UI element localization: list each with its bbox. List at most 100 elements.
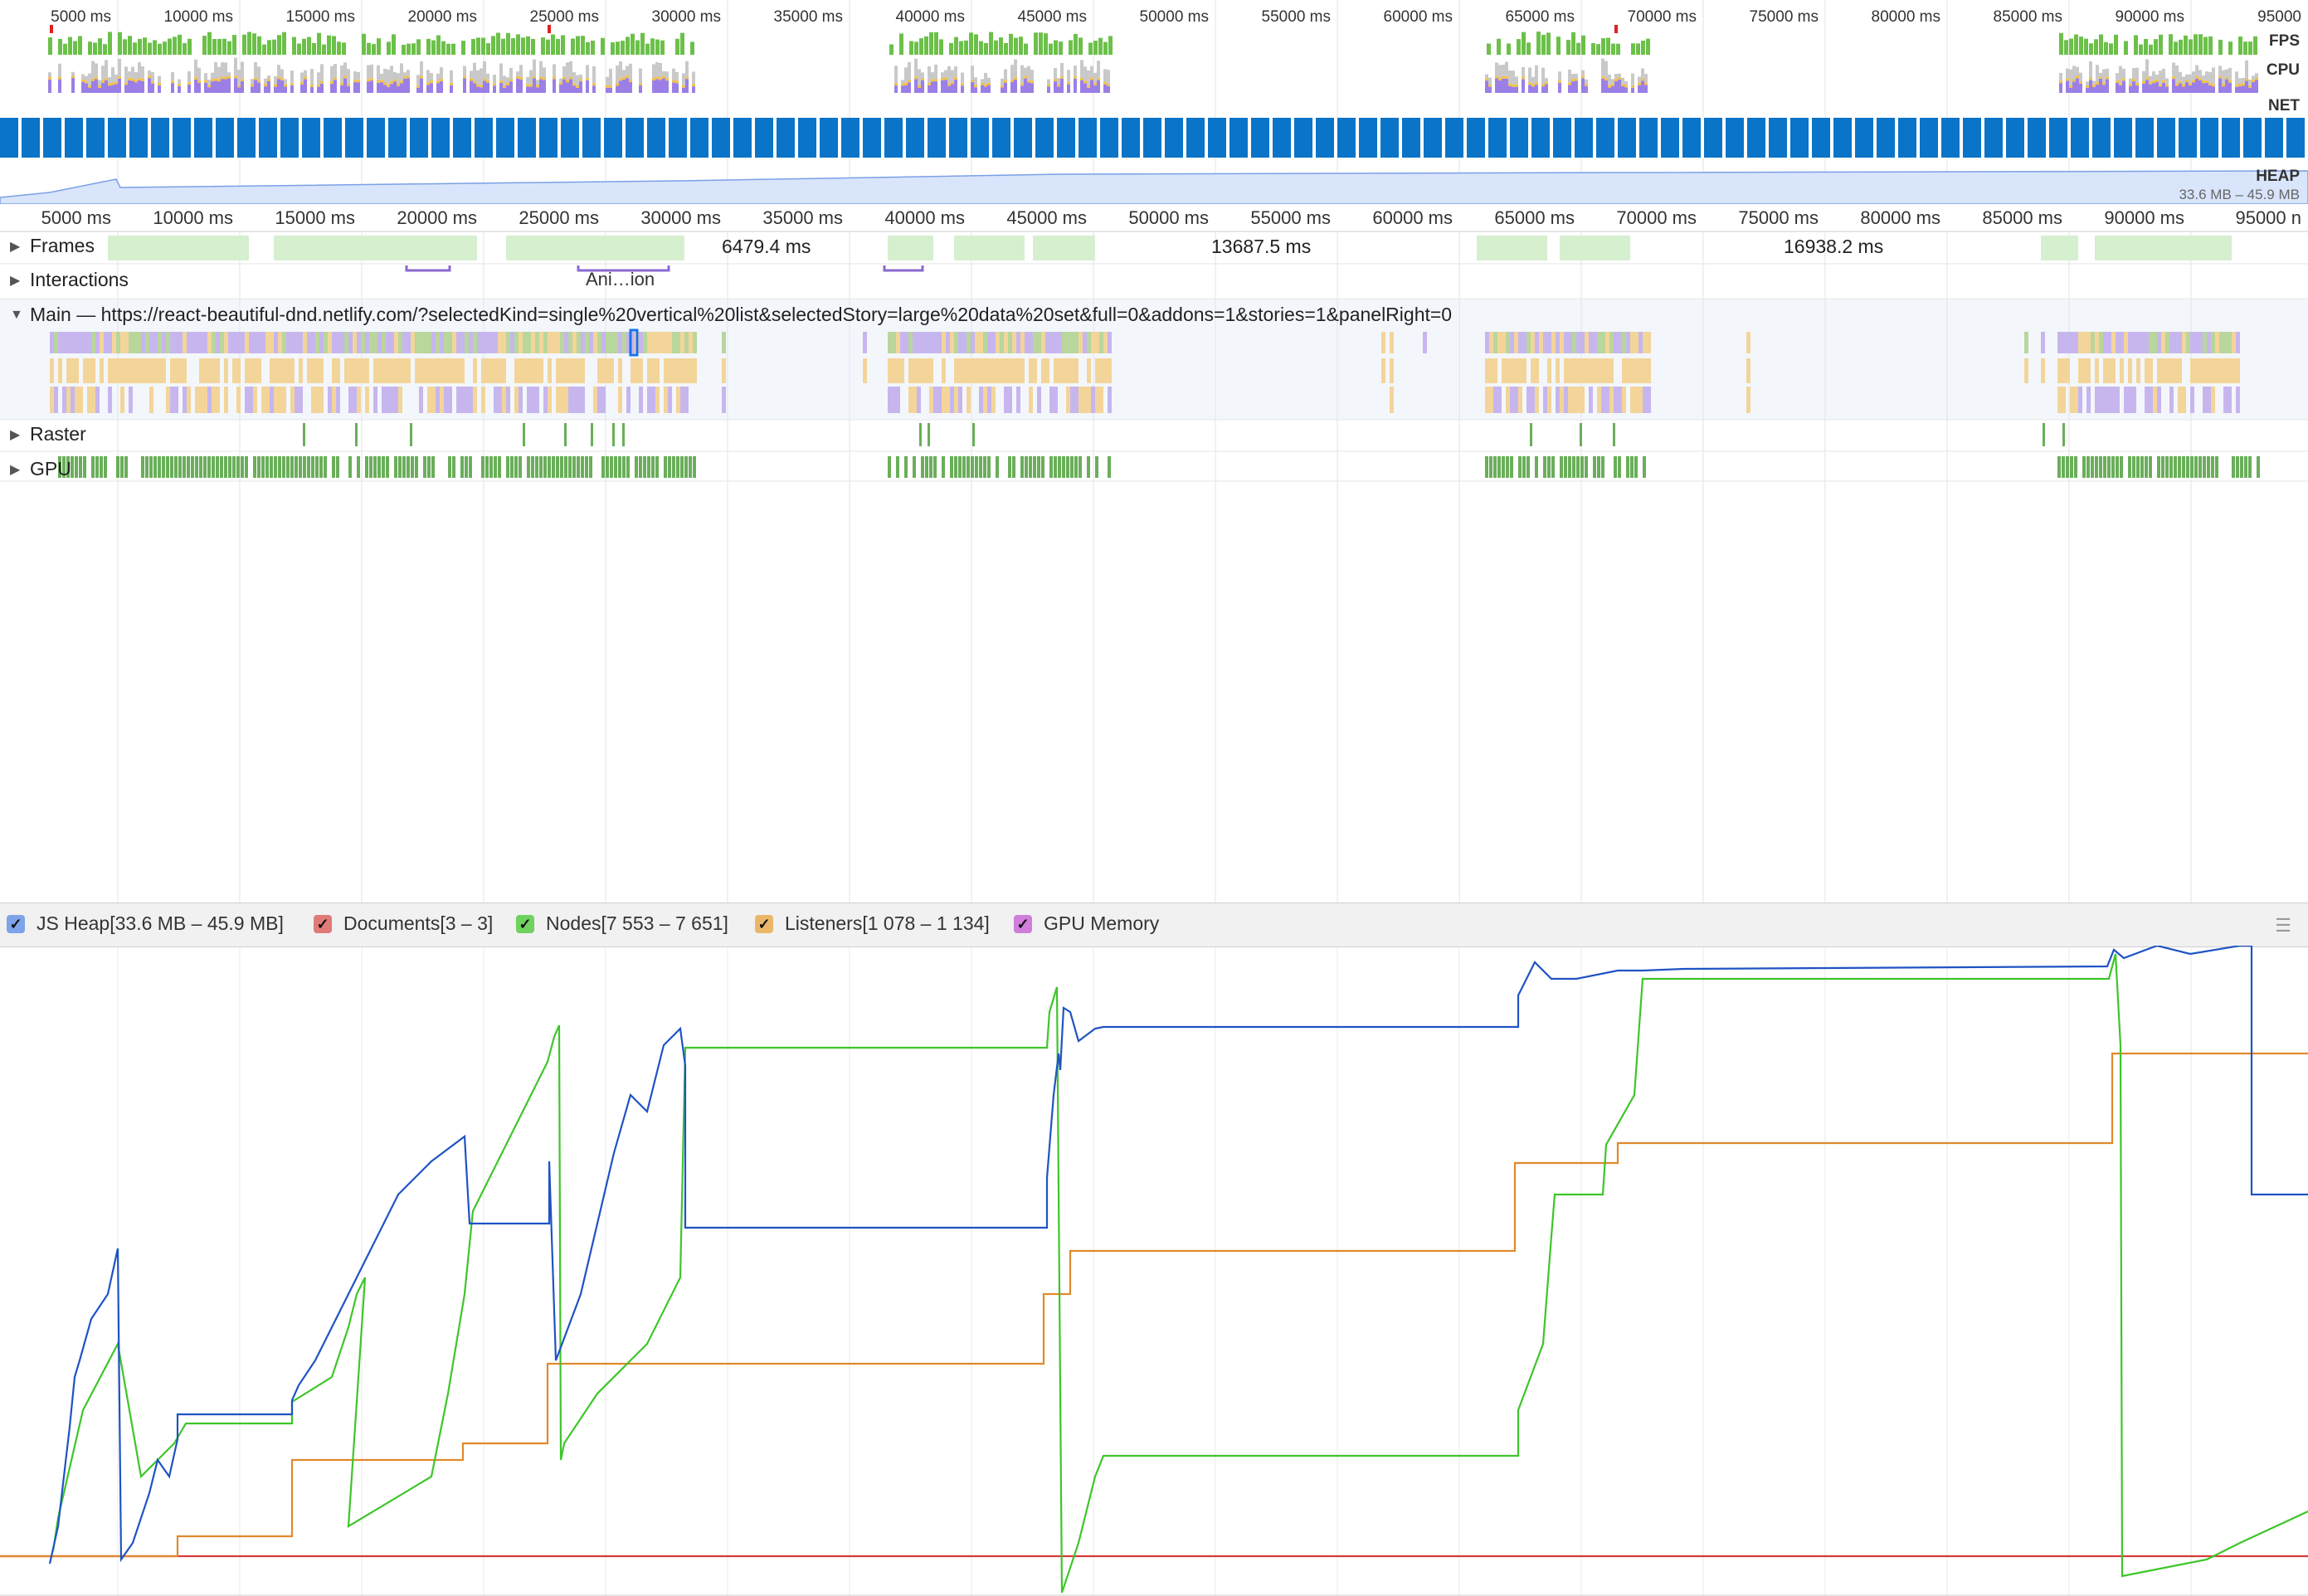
task-block	[1095, 332, 1099, 353]
cpu-render-bar	[934, 79, 937, 82]
task-block	[954, 332, 958, 353]
net-gap	[1118, 118, 1122, 158]
cpu-other-bar	[131, 66, 134, 79]
checkbox-icon[interactable]: ✓	[755, 914, 773, 933]
track-frames[interactable]: ▶ Frames	[10, 235, 95, 257]
cpu-scripting-bar	[2172, 79, 2175, 93]
cpu-render-bar	[108, 83, 111, 86]
cpu-scripting-bar	[2198, 80, 2202, 93]
cpu-other-bar	[2242, 78, 2245, 84]
expand-arrow-icon[interactable]: ▶	[10, 273, 21, 288]
task-block	[1095, 358, 1099, 383]
cpu-render-bar	[2172, 76, 2175, 80]
cpu-other-bar	[1074, 66, 1077, 76]
expand-arrow-icon[interactable]: ▶	[10, 427, 21, 442]
flame-chart-empty-area[interactable]	[0, 488, 2308, 903]
fps-bar	[486, 43, 490, 55]
task-block	[2169, 332, 2174, 353]
cpu-other-bar	[539, 61, 543, 77]
task-block	[183, 358, 187, 383]
checkbox-icon[interactable]: ✓	[516, 914, 534, 933]
task-block	[925, 358, 929, 383]
cpu-scripting-bar	[2202, 83, 2205, 93]
gpu-block	[622, 456, 626, 478]
gpu-block	[307, 456, 310, 478]
task-block	[170, 332, 174, 353]
cpu-render-bar	[941, 77, 944, 80]
track-gpu[interactable]: ▶ GPU	[10, 458, 71, 480]
cpu-scripting-bar	[48, 79, 51, 93]
legend-gpu-memory[interactable]: ✓ GPU Memory	[1014, 912, 1159, 935]
net-gap	[2046, 118, 2049, 158]
cpu-other-bar	[1541, 67, 1545, 85]
counters-graph[interactable]	[0, 946, 2308, 1596]
task-block	[1609, 332, 1614, 353]
cpu-scripting-bar	[1060, 78, 1064, 93]
cpu-scripting-bar	[124, 85, 128, 93]
tracks-area[interactable]	[0, 232, 2308, 488]
fps-bar	[217, 38, 222, 55]
task-block	[996, 332, 1000, 353]
track-gpu-label: GPU	[30, 458, 71, 479]
task-block	[79, 387, 83, 413]
cpu-other-bar	[2092, 80, 2096, 85]
cpu-other-bar	[934, 64, 937, 80]
track-raster[interactable]: ▶ Raster	[10, 423, 86, 445]
fps-bar	[322, 44, 326, 55]
task-block	[249, 358, 253, 383]
legend-js-heap[interactable]: ✓ JS Heap[33.6 MB – 45.9 MB]	[7, 912, 284, 935]
cpu-scripting-bar	[330, 84, 334, 93]
cpu-render-bar	[2162, 80, 2165, 83]
cpu-scripting-bar	[914, 79, 918, 93]
gpu-block	[684, 456, 688, 478]
legend-nodes[interactable]: ✓ Nodes[7 553 – 7 651]	[516, 912, 728, 935]
track-interactions[interactable]: ▶ Interactions	[10, 269, 129, 291]
fps-bar	[168, 38, 172, 55]
cpu-scripting-bar	[370, 80, 373, 93]
cpu-render-bar	[569, 76, 572, 80]
task-block	[1502, 332, 1506, 353]
expand-arrow-icon[interactable]: ▶	[10, 239, 21, 254]
collapse-arrow-icon[interactable]: ▼	[10, 307, 23, 322]
checkbox-icon[interactable]: ✓	[1014, 914, 1032, 933]
gpu-block	[548, 456, 551, 478]
cpu-scripting-bar	[2116, 82, 2119, 93]
expand-arrow-icon[interactable]: ▶	[10, 462, 21, 477]
interaction-item[interactable]: Ani…ion	[586, 269, 655, 290]
interaction-bracket	[577, 265, 670, 272]
legend-documents[interactable]: ✓ Documents[3 – 3]	[314, 912, 493, 935]
task-block	[261, 387, 265, 413]
cpu-other-bar	[682, 73, 685, 85]
timeline-overview[interactable]: 5000 ms 10000 ms 15000 ms 20000 ms 25000 ms 3…	[0, 0, 2308, 204]
task-block	[664, 387, 668, 413]
hamburger-icon[interactable]: ☰	[2275, 915, 2291, 936]
task-block	[2219, 332, 2223, 353]
legend-listeners[interactable]: ✓ Listeners[1 078 – 1 134]	[755, 912, 990, 935]
cpu-scripting-bar	[426, 85, 430, 93]
task-block	[357, 358, 361, 383]
track-main[interactable]: ▼ Main — https://react-beautiful-dnd.net…	[10, 304, 1452, 326]
cpu-render-bar	[148, 75, 151, 79]
task-block	[390, 358, 394, 383]
fps-bar	[1054, 40, 1058, 55]
task-block	[373, 387, 377, 413]
gpu-block	[1066, 456, 1069, 478]
cpu-scripting-bar	[118, 78, 121, 93]
task-block	[896, 358, 900, 383]
cpu-scripting-bar	[88, 87, 91, 93]
task-block	[71, 387, 75, 413]
checkbox-icon[interactable]: ✓	[314, 914, 332, 933]
cpu-other-bar	[105, 60, 108, 78]
overview-tick-label: 75000 ms	[1750, 8, 1819, 26]
task-block	[651, 387, 655, 413]
cpu-scripting-bar	[1090, 80, 1093, 93]
gpu-block	[514, 456, 518, 478]
cpu-render-bar	[357, 80, 360, 83]
gpu-block	[257, 456, 261, 478]
task-block	[1506, 358, 1510, 383]
task-block	[1041, 332, 1045, 353]
cpu-other-bar	[2132, 67, 2135, 80]
fps-bar	[1522, 32, 1526, 55]
checkbox-icon[interactable]: ✓	[7, 914, 25, 933]
cpu-scripting-bar	[934, 81, 937, 93]
